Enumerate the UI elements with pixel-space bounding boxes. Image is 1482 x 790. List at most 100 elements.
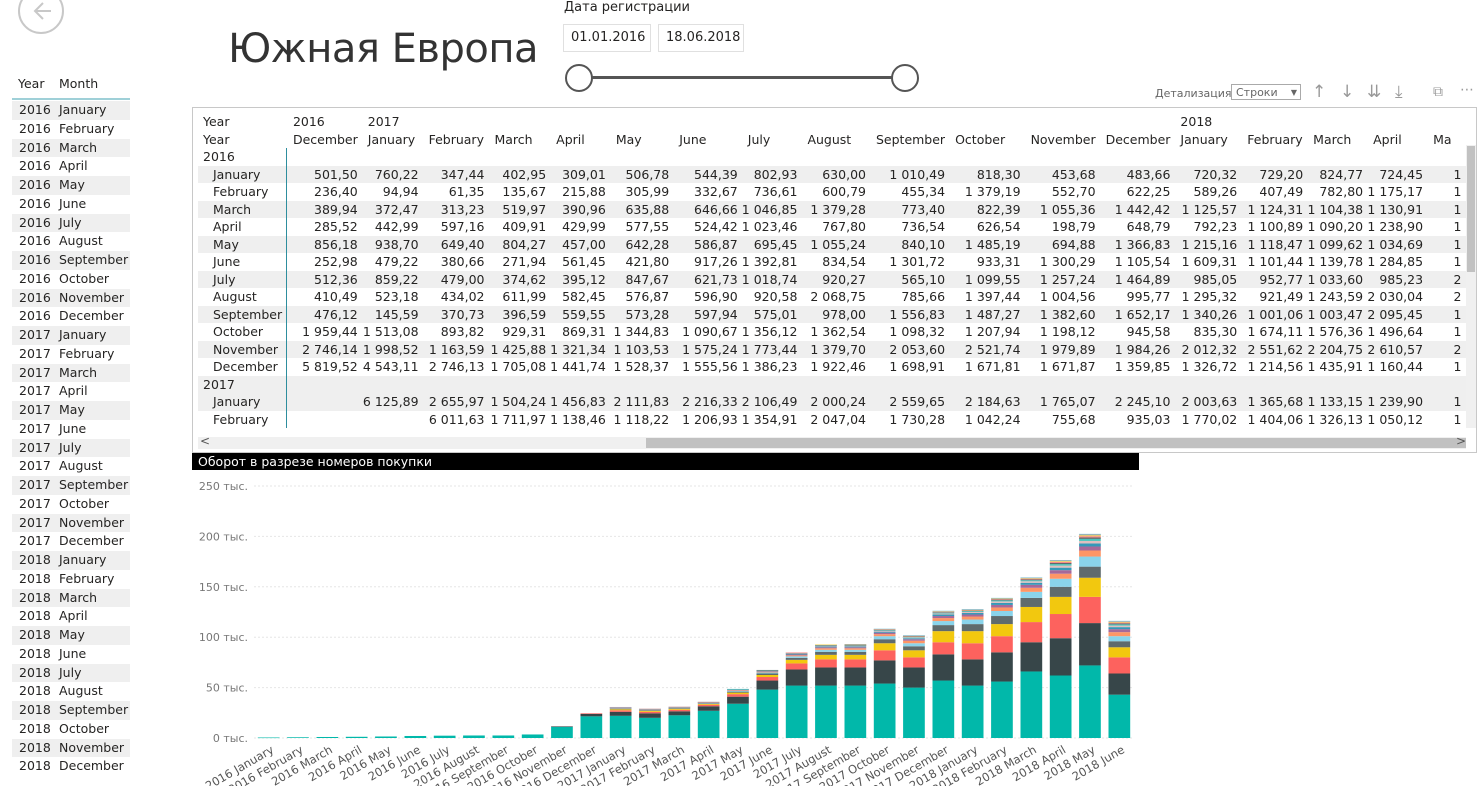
bar-segment[interactable] [785,663,808,670]
bar-segment[interactable] [785,653,808,655]
bar-segment[interactable] [727,688,749,690]
date-slider-track[interactable] [579,76,905,79]
column-month-header[interactable]: March [494,131,533,147]
bar-segment[interactable] [903,637,925,639]
bar-segment[interactable] [815,649,837,652]
column-month-header[interactable]: October [955,131,1006,147]
bar-segment[interactable] [609,707,632,709]
bar-segment[interactable] [727,694,749,697]
bar-segment[interactable] [932,680,955,738]
year-month-slicer-item[interactable]: 2017 May [12,401,130,420]
column-month-header[interactable]: March [1313,131,1352,147]
bar-segment[interactable] [785,656,808,658]
bar-segment[interactable] [961,616,984,620]
bar-segment[interactable] [1049,638,1072,676]
bar-segment[interactable] [961,612,984,614]
column-year-header[interactable]: 2018 [1180,113,1213,129]
bar-segment[interactable] [873,628,896,630]
drill-up-icon[interactable]: ↑ [1312,82,1327,102]
bar-segment[interactable] [1079,550,1101,557]
bar-segment[interactable] [1049,586,1072,597]
bar-segment[interactable] [932,616,955,619]
column-year-header[interactable]: 2016 [292,113,325,129]
bar-segment[interactable] [1108,627,1131,630]
bar-segment[interactable] [1020,581,1043,583]
column-month-header[interactable]: Ma [1433,131,1452,147]
bar-segment[interactable] [639,710,661,711]
expand-all-icon[interactable]: ⤓ [1395,82,1403,102]
bar-segment[interactable] [697,701,720,703]
bar-segment[interactable] [727,689,749,691]
row-header[interactable]: September [198,305,288,323]
bar-segment[interactable] [815,654,837,660]
bar-segment[interactable] [756,673,779,675]
bar-segment[interactable] [815,651,837,655]
year-month-slicer-item[interactable]: 2017 March [12,363,130,383]
year-month-slicer-item[interactable]: 2017 January [12,326,130,345]
column-month-header[interactable]: August [807,131,852,147]
bar-segment[interactable] [991,600,1013,602]
bar-segment[interactable] [932,631,955,643]
bar-segment[interactable] [961,643,984,660]
year-month-slicer-item[interactable]: 2018 February [12,570,130,589]
year-month-slicer-item[interactable]: 2016 August [12,232,130,251]
year-month-slicer-item[interactable]: 2017 July [12,438,130,458]
bar-segment[interactable] [1079,536,1101,538]
bar-segment[interactable] [1020,622,1043,643]
bar-segment[interactable] [1108,621,1131,622]
bar-segment[interactable] [697,704,720,707]
bar-segment[interactable] [1108,623,1131,625]
bar-segment[interactable] [1108,647,1131,658]
bar-segment[interactable] [961,610,984,611]
year-month-slicer-item[interactable]: 2016 April [12,157,130,176]
bar-segment[interactable] [1108,624,1131,626]
focus-mode-icon[interactable]: ⧉ [1433,84,1443,100]
year-month-slicer-item[interactable]: 2017 June [12,420,130,439]
bar-segment[interactable] [639,713,661,718]
bar-segment[interactable] [903,650,925,658]
bar-segment[interactable] [1108,641,1131,648]
bar-segment[interactable] [785,654,808,656]
bar-segment[interactable] [932,614,955,617]
bar-segment[interactable] [668,708,691,709]
bar-segment[interactable] [580,713,603,717]
bar-segment[interactable] [785,659,808,664]
bar-segment[interactable] [1108,629,1131,633]
bar-segment[interactable] [1108,657,1131,674]
bar-segment[interactable] [844,648,867,650]
bar-segment[interactable] [903,687,925,738]
column-year-header[interactable]: 2017 [367,113,400,129]
bar-segment[interactable] [609,710,632,712]
bar-segment[interactable] [815,646,837,648]
row-header[interactable]: June [198,253,288,271]
bar-segment[interactable] [961,659,984,686]
bar-segment[interactable] [815,685,837,738]
row-header[interactable]: January [198,165,288,183]
year-month-slicer-item[interactable]: 2018 July [12,663,130,683]
bar-segment[interactable] [697,702,720,704]
bar-segment[interactable] [727,696,749,704]
bar-segment[interactable] [785,653,808,654]
bar-segment[interactable] [844,685,867,738]
bar-segment[interactable] [1079,540,1101,544]
bar-segment[interactable] [697,710,720,738]
year-month-slicer-item[interactable]: 2017 December [12,532,130,551]
column-month-header[interactable]: July [747,131,771,147]
bar-segment[interactable] [668,707,691,709]
year-month-slicer-item[interactable]: 2018 November [12,738,130,758]
bar-segment[interactable] [1049,570,1072,574]
column-month-header[interactable]: September [875,131,946,147]
bar-segment[interactable] [785,685,808,738]
bar-segment[interactable] [521,734,544,738]
bar-segment[interactable] [1108,625,1131,628]
bar-segment[interactable] [903,639,925,641]
expand-next-level-icon[interactable]: ⇊ [1367,82,1382,102]
bar-segment[interactable] [1079,577,1101,597]
year-month-slicer-item[interactable]: 2017 September [12,476,130,495]
bar-segment[interactable] [873,643,896,651]
bar-segment[interactable] [873,634,896,637]
bar-segment[interactable] [961,610,984,612]
bar-segment[interactable] [551,726,573,738]
column-month-header[interactable]: May [615,131,642,147]
row-header[interactable]: February [198,183,288,201]
